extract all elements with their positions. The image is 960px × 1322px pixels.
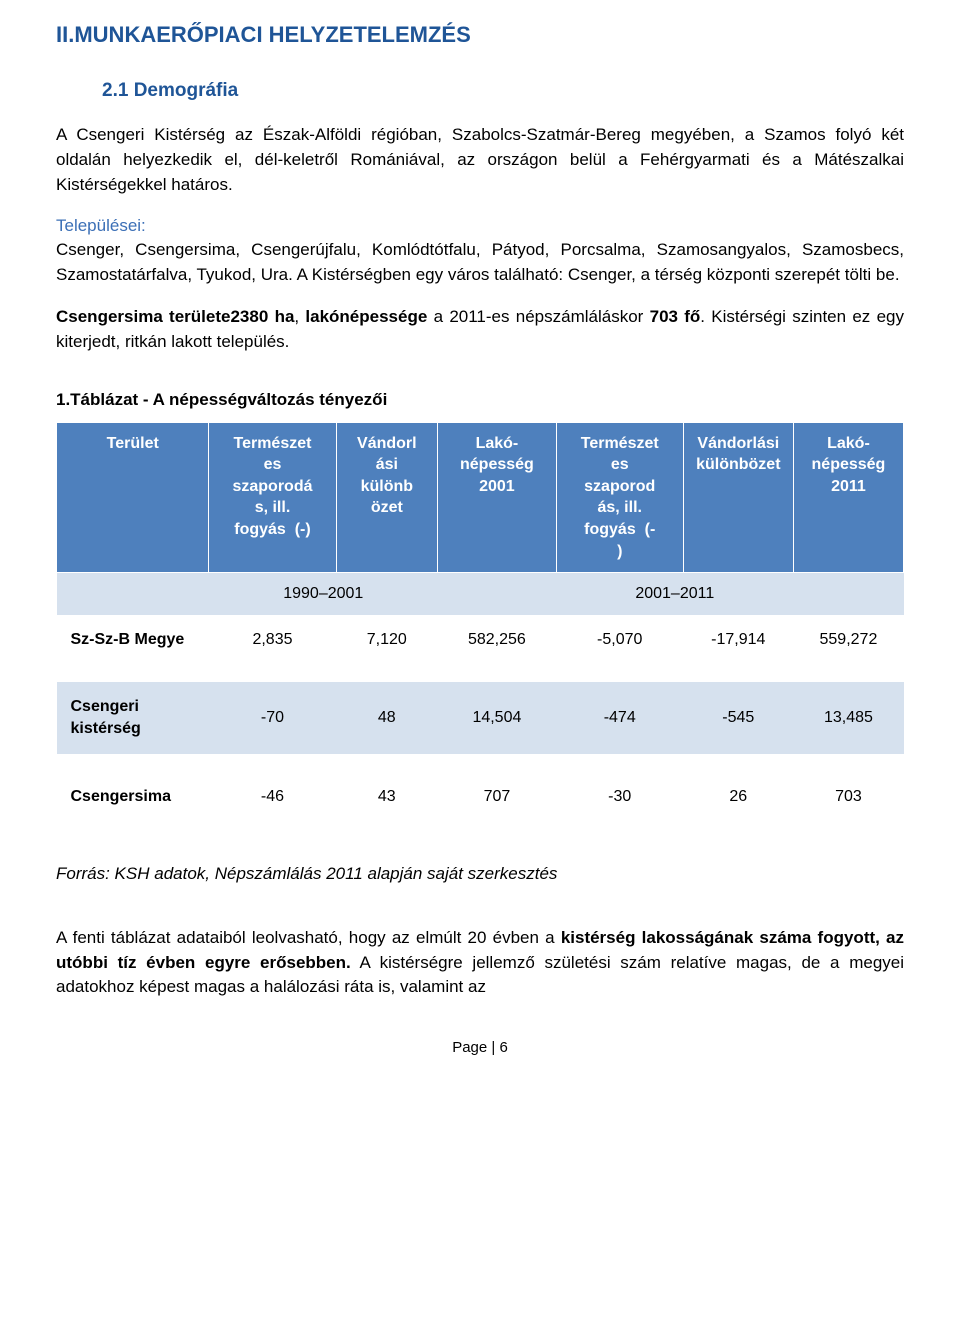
table-cell: 707 — [438, 772, 557, 822]
text-bold: 2380 ha — [230, 307, 294, 326]
table-cell-label: Csengersima — [57, 772, 209, 822]
table-cell: 43 — [336, 772, 438, 822]
page-footer: Page | 6 — [56, 1038, 904, 1058]
table-cell: -545 — [683, 682, 793, 753]
table-cell: -474 — [556, 682, 683, 753]
population-table: TerületTermészetesszaporodás, ill.fogyás… — [56, 422, 904, 822]
table-spacer — [57, 754, 904, 772]
paragraph-area: Csengersima területe2380 ha, lakónépessé… — [56, 305, 904, 354]
table-cell: -46 — [209, 772, 336, 822]
settlements-label: Települései: — [56, 215, 904, 238]
table-cell — [438, 573, 557, 615]
table-cell: -17,914 — [683, 615, 793, 665]
paragraph-conclusion: A fenti táblázat adataiból leolvasható, … — [56, 926, 904, 1000]
table-cell: 582,256 — [438, 615, 557, 665]
table-header-cell: Lakó-népesség2001 — [438, 422, 557, 573]
subsection-heading: 2.1 Demográfia — [102, 78, 904, 104]
paragraph-settlements: Csenger, Csengersima, Csengerújfalu, Kom… — [56, 238, 904, 287]
table-spacer — [57, 664, 904, 682]
table-cell: 559,272 — [793, 615, 903, 665]
text: a 2011-es népszámláláskor — [427, 307, 649, 326]
paragraph-intro: A Csengeri Kistérség az Észak-Alföldi ré… — [56, 123, 904, 197]
table-cell: 1990–2001 — [209, 573, 438, 615]
table-header-cell: Természetesszaporodás, ill.fogyás (-) — [209, 422, 336, 573]
table-source: Forrás: KSH adatok, Népszámlálás 2011 al… — [56, 863, 904, 886]
table-cell-label: Sz-Sz-B Megye — [57, 615, 209, 665]
table-cell: -70 — [209, 682, 336, 753]
table-cell: 14,504 — [438, 682, 557, 753]
table-cell: 703 — [793, 772, 903, 822]
table-cell: -5,070 — [556, 615, 683, 665]
table-header-cell: Lakó-népesség2011 — [793, 422, 903, 573]
table-cell — [57, 573, 209, 615]
table-cell: 26 — [683, 772, 793, 822]
table-header-cell: Természetesszaporodás, ill.fogyás (-) — [556, 422, 683, 573]
table-cell: -30 — [556, 772, 683, 822]
table-caption: 1.Táblázat - A népességváltozás tényezői — [56, 389, 904, 412]
table-cell: 2,835 — [209, 615, 336, 665]
table-row: Sz-Sz-B Megye2,8357,120582,256-5,070-17,… — [57, 615, 904, 665]
table-header-cell: Terület — [57, 422, 209, 573]
table-subheader-row: 1990–2001 2001–2011 — [57, 573, 904, 615]
table-header-row: TerületTermészetesszaporodás, ill.fogyás… — [57, 422, 904, 573]
table-cell: 2001–2011 — [556, 573, 793, 615]
text-bold: Csengersima területe — [56, 307, 230, 326]
table-header-cell: Vándorlásikülönbözet — [683, 422, 793, 573]
table-cell: 48 — [336, 682, 438, 753]
text: A fenti táblázat adataiból leolvasható, … — [56, 928, 561, 947]
table-cell — [793, 573, 903, 615]
text: , — [294, 307, 305, 326]
text-bold: 703 fő — [650, 307, 701, 326]
table-row: Csengersima-4643707-3026703 — [57, 772, 904, 822]
table-cell: 7,120 — [336, 615, 438, 665]
table-cell-label: Csengeri kistérség — [57, 682, 209, 753]
table-row: Csengeri kistérség-704814,504-474-54513,… — [57, 682, 904, 753]
text-bold: lakónépessége — [305, 307, 427, 326]
section-heading: II.MUNKAERŐPIACI HELYZETELEMZÉS — [56, 20, 904, 50]
table-cell: 13,485 — [793, 682, 903, 753]
table-header-cell: Vándorlásikülönbözet — [336, 422, 438, 573]
